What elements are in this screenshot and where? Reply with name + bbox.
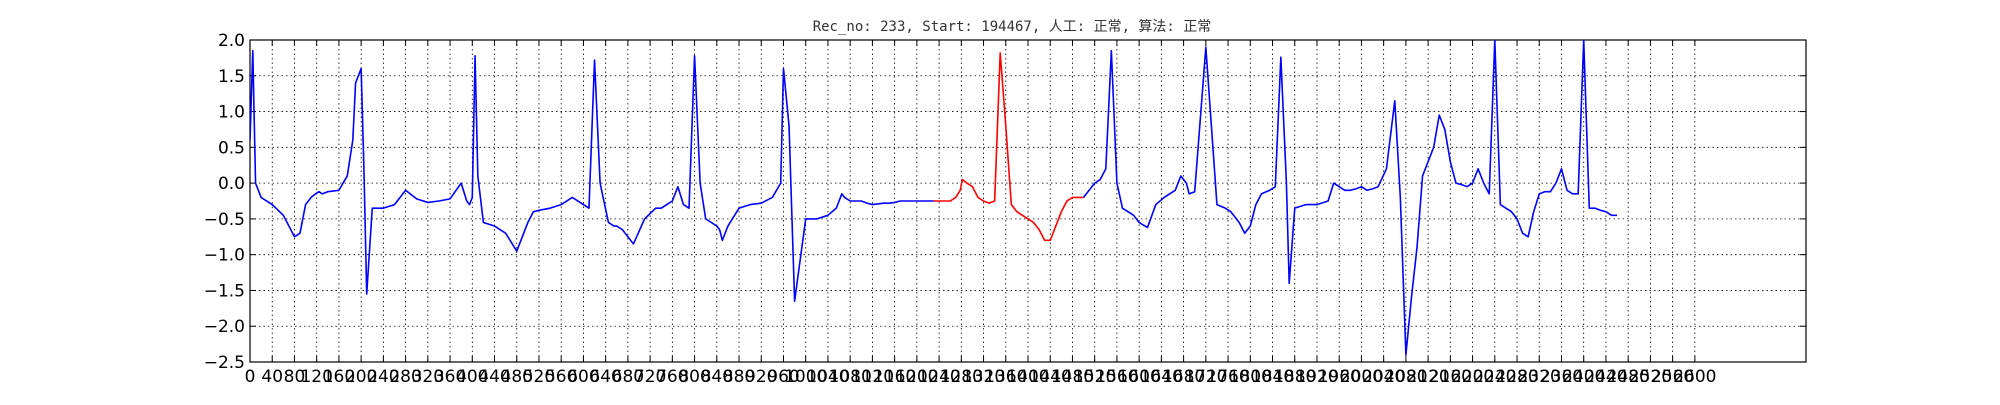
x-tick-label: 0 [245,367,256,387]
x-tick-label: 240 [367,367,399,387]
x-tick-label: 360 [434,367,466,387]
x-tick-label: 160 [323,367,355,387]
x-tick-label: 760 [656,367,688,387]
x-tick-label: 1600 [1118,367,1161,387]
y-tick-label: 1.5 [218,67,245,87]
x-tick-label: 520 [523,367,555,387]
x-tick-label: 1040 [806,367,849,387]
chart-title: Rec_no: 233, Start: 194467, 人工: 正常, 算法: … [813,19,1212,35]
y-tick-label: −1.0 [204,246,245,266]
x-tick-label: 1880 [1273,367,1316,387]
x-tick-label: 1160 [873,367,916,387]
x-tick-label: 2320 [1518,367,1561,387]
y-tick-label: −2.5 [204,353,245,373]
x-tick-label: 1320 [962,367,1005,387]
x-tick-labels: 0 40 8012016020024028032036040044048052056… [245,367,1717,387]
x-tick-label: 480 [501,367,533,387]
x-tick-label: 1960 [1318,367,1361,387]
x-tick-label: 1480 [1051,367,1094,387]
x-tick-label: 960 [767,367,799,387]
x-tick-label: 2040 [1362,367,1405,387]
x-tick-label: 1360 [984,367,1027,387]
x-tick-label: 800 [678,367,710,387]
x-tick-label: 440 [478,367,510,387]
x-tick-label: 720 [634,367,666,387]
x-tick-label: 2360 [1540,367,1583,387]
x-tick-label: 1440 [1029,367,1072,387]
x-tick-label: 2200 [1451,367,1494,387]
axis-ticks [249,39,1806,363]
x-tick-label: 1800 [1229,367,1272,387]
series-line-0 [250,49,934,302]
x-tick-label: 2400 [1562,367,1605,387]
x-tick-label: 2280 [1495,367,1538,387]
x-tick-label: 560 [545,367,577,387]
x-tick-label: 2480 [1607,367,1650,387]
x-tick-label: 1520 [1073,367,1116,387]
y-tick-label: 2.0 [218,31,245,51]
x-tick-label: 2160 [1429,367,1472,387]
x-tick-label: 1840 [1251,367,1294,387]
x-tick-label: 1400 [1006,367,1049,387]
x-tick-label: 1000 [784,367,827,387]
x-tick-label: 120 [300,367,332,387]
x-tick-label: 2120 [1406,367,1449,387]
x-tick-label: 1680 [1162,367,1205,387]
y-tick-label: −0.5 [204,210,245,230]
x-tick-label: 1920 [1295,367,1338,387]
x-tick-label: 1240 [917,367,960,387]
series-line-1 [933,52,1084,242]
x-tick-label: 1640 [1140,367,1183,387]
series-layer [250,40,1618,356]
grid-lines [250,40,1806,362]
x-tick-label: 2520 [1629,367,1672,387]
y-tick-label: 1.0 [218,103,245,123]
y-tick-label: −1.5 [204,281,245,301]
x-tick-label: 880 [723,367,755,387]
x-tick-label: 640 [589,367,621,387]
x-tick-label: 920 [745,367,777,387]
x-tick-label: 280 [389,367,421,387]
x-tick-label: 2000 [1340,367,1383,387]
series-line-2 [1082,40,1618,356]
y-tick-labels: −2.5 −2.0 −1.5 −1.0 −0.5 0.0 0.5 1.0 1.5 2.0 [204,31,245,373]
x-tick-label: 840 [701,367,733,387]
x-tick-label: 1200 [895,367,938,387]
x-tick-label: 1760 [1206,367,1249,387]
x-tick-label: 80 [284,367,306,387]
x-tick-label: 2080 [1384,367,1427,387]
x-tick-label: 200 [345,367,377,387]
x-tick-label: 1080 [829,367,872,387]
y-tick-label: 0.5 [218,138,245,158]
x-tick-label: 400 [456,367,488,387]
x-tick-label: 2440 [1584,367,1627,387]
x-tick-label: 600 [567,367,599,387]
x-tick-label: 40 [261,367,283,387]
y-tick-label: 0.0 [218,174,245,194]
x-tick-label: 1280 [940,367,983,387]
y-tick-label: −2.0 [204,317,245,337]
x-tick-label: 1120 [851,367,894,387]
x-tick-label: 2240 [1473,367,1516,387]
x-tick-label: 680 [612,367,644,387]
x-tick-label: 2560 [1651,367,1694,387]
x-tick-label: 1720 [1184,367,1227,387]
x-tick-label: 320 [412,367,444,387]
x-tick-label: 2600 [1673,367,1716,387]
plot-frame [249,39,1807,363]
x-tick-label: 1560 [1095,367,1138,387]
